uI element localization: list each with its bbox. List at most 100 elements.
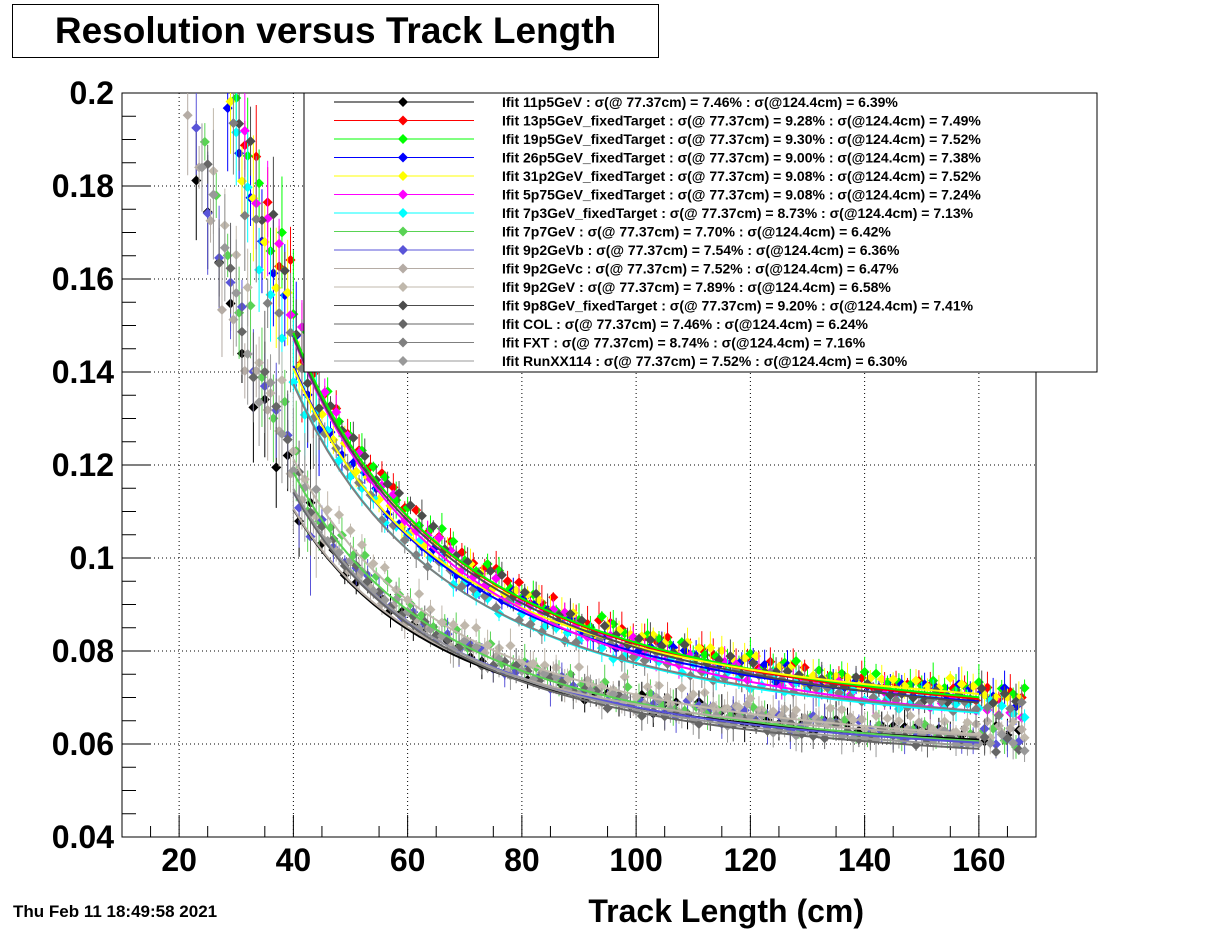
data-point (182, 110, 193, 121)
data-point (999, 688, 1010, 699)
legend-entry: Ifit 11p5GeV : σ(@ 77.37cm) = 7.46% : σ(… (502, 94, 898, 110)
data-point (962, 717, 973, 728)
data-point (1019, 682, 1030, 693)
data-point (414, 588, 425, 599)
fit-curve (292, 472, 979, 743)
data-point (208, 189, 219, 200)
legend-entry: Ifit RunXX114 : σ(@ 77.37cm) = 7.52% : σ… (502, 353, 908, 369)
data-point (274, 307, 285, 318)
x-tick-label: 140 (838, 842, 891, 878)
legend-entry: Ifit FXT : σ(@ 77.37cm) = 8.74% : σ(@124… (502, 335, 866, 351)
data-point (279, 396, 290, 407)
data-point (216, 304, 227, 315)
data-point (471, 622, 482, 633)
data-point (825, 703, 836, 714)
legend-marker (398, 282, 408, 292)
y-tick-label: 0.2 (70, 75, 114, 111)
data-point (214, 258, 225, 269)
data-point (496, 570, 507, 581)
data-point (993, 710, 1004, 721)
data-point (531, 588, 542, 599)
data-point (448, 619, 459, 630)
data-point (314, 403, 325, 414)
x-tick-label: 20 (161, 842, 197, 878)
data-point (988, 697, 999, 708)
data-point (345, 555, 356, 566)
data-point (979, 732, 990, 743)
data-point (893, 716, 904, 727)
data-point (725, 651, 736, 662)
legend-entry: Ifit 7p3GeV_fixedTarget : σ(@ 77.37cm) =… (502, 205, 974, 221)
data-point (191, 175, 202, 186)
data-point (939, 716, 950, 727)
legend-marker (398, 97, 408, 107)
data-point (985, 732, 996, 743)
data-point (262, 404, 273, 415)
data-point (265, 289, 276, 300)
fit-curve (292, 383, 979, 713)
data-point (254, 397, 265, 408)
data-point (1019, 732, 1030, 743)
legend-entry: Ifit 5p75GeV_fixedTarget : σ(@ 77.37cm) … (502, 187, 981, 203)
data-point (693, 642, 704, 653)
data-point (905, 710, 916, 721)
legend: Ifit 11p5GeV : σ(@ 77.37cm) = 7.46% : σ(… (303, 92, 1098, 373)
x-tick-label: 120 (724, 842, 777, 878)
data-point (1019, 745, 1030, 756)
legend-entry: Ifit COL : σ(@ 77.37cm) = 7.46% : σ(@124… (502, 316, 869, 332)
data-point (411, 549, 422, 560)
data-point (242, 282, 253, 293)
data-point (348, 432, 359, 443)
data-point (459, 620, 470, 631)
data-point (748, 658, 759, 669)
data-point (345, 525, 356, 536)
data-point (234, 118, 245, 129)
legend-marker (398, 263, 408, 274)
fit-curve (292, 458, 979, 736)
x-tick-labels: 20 40 60 80 100 120 140 160 (161, 842, 1005, 878)
axis-ticks (122, 92, 1008, 838)
legend-marker (398, 226, 408, 237)
data-point (382, 575, 393, 586)
legend-entry: Ifit 19p5GeV_fixedTarget : σ(@ 77.37cm) … (502, 131, 981, 147)
data-point (276, 375, 287, 386)
data-point (745, 693, 756, 704)
fit-curve (292, 508, 979, 737)
x-tick-label: 100 (609, 842, 662, 878)
legend-marker (398, 152, 408, 163)
data-point (622, 682, 633, 693)
chart-title: Resolution versus Track Length (54, 10, 617, 51)
legend-entry: Ifit 9p2GeV : σ(@ 77.37cm) = 7.89% : σ(@… (502, 279, 891, 295)
legend-marker (398, 356, 408, 366)
data-point (871, 668, 882, 679)
y-tick-label: 0.06 (52, 726, 114, 762)
data-point (416, 510, 427, 521)
fit-curve (292, 332, 979, 699)
data-point (645, 635, 656, 646)
legend-marker (398, 208, 408, 218)
data-point (851, 671, 862, 682)
legend-marker (398, 171, 408, 181)
data-point (239, 125, 250, 136)
data-point (191, 122, 202, 133)
data-point (248, 372, 259, 383)
data-point (311, 484, 322, 495)
data-point (285, 327, 296, 338)
data-point (265, 377, 276, 388)
data-point (279, 265, 290, 276)
data-point (596, 611, 607, 622)
data-point (285, 254, 296, 265)
data-point (382, 479, 393, 490)
data-point (1005, 703, 1016, 714)
data-point (882, 713, 893, 724)
data-point (565, 608, 576, 619)
data-point (282, 434, 293, 445)
fit-curves (292, 332, 979, 750)
x-tick-label: 160 (952, 842, 1005, 878)
y-tick-label: 0.18 (52, 168, 114, 204)
legend-marker (398, 337, 408, 348)
x-axis-title: Track Length (cm) (588, 893, 864, 929)
data-point (945, 673, 956, 684)
data-point (679, 639, 690, 650)
data-point (982, 702, 993, 713)
